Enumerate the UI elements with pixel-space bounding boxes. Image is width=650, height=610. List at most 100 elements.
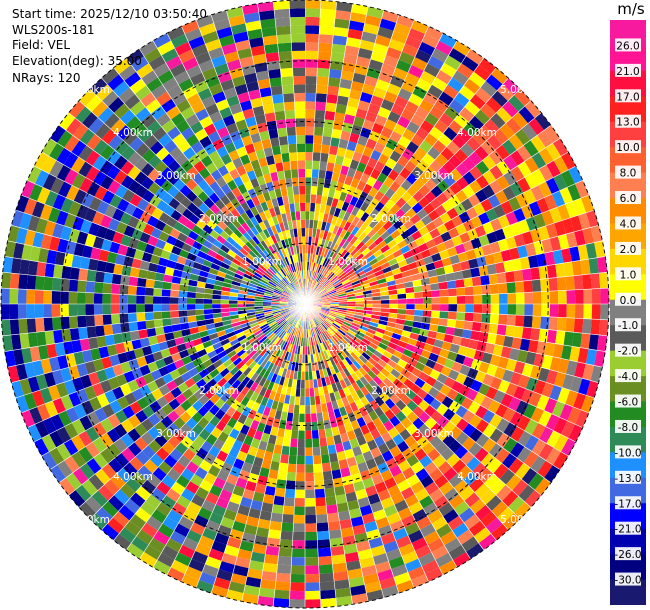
velocity-gate: [58, 181, 72, 198]
velocity-gate: [161, 98, 177, 113]
velocity-gate: [533, 240, 545, 255]
velocity-gate: [166, 339, 177, 349]
velocity-gate: [141, 148, 156, 163]
velocity-gate: [312, 281, 318, 290]
velocity-gate: [319, 394, 327, 405]
velocity-gate: [141, 445, 156, 460]
velocity-gate: [355, 108, 368, 120]
velocity-gate: [376, 371, 387, 382]
velocity-gate: [252, 53, 267, 65]
velocity-gate: [305, 75, 317, 85]
velocity-gate: [186, 297, 196, 304]
velocity-gate: [317, 274, 324, 283]
velocity-gate: [229, 67, 244, 80]
velocity-gate: [147, 235, 159, 247]
velocity-gate: [190, 474, 204, 487]
velocity-gate: [473, 349, 485, 362]
velocity-gate: [305, 422, 312, 431]
velocity-gate: [502, 407, 516, 423]
velocity-gate: [276, 564, 292, 574]
velocity-gate: [61, 265, 72, 280]
ray-separator: [195, 20, 306, 305]
velocity-gate: [275, 572, 291, 583]
ray-separator: [304, 10, 384, 305]
velocity-gate: [397, 135, 411, 149]
velocity-gate: [314, 327, 319, 336]
velocity-gate: [388, 312, 398, 319]
velocity-gate: [154, 376, 167, 389]
velocity-gate: [262, 191, 272, 202]
velocity-gate: [333, 570, 349, 582]
velocity-gate: [290, 387, 297, 397]
velocity-gate: [227, 350, 237, 359]
velocity-gate: [240, 211, 250, 222]
velocity-gate: [221, 553, 238, 565]
velocity-gate: [119, 383, 132, 396]
velocity-gate: [162, 516, 179, 531]
velocity-gate: [241, 259, 251, 268]
velocity-gate: [286, 255, 292, 265]
velocity-gate: [309, 320, 313, 329]
velocity-gate: [368, 258, 379, 266]
velocity-gate: [246, 81, 260, 92]
velocity-gate: [335, 595, 353, 607]
velocity-gate: [523, 451, 539, 468]
velocity-gate: [220, 413, 232, 425]
velocity-gate: [154, 326, 165, 336]
velocity-gate: [187, 315, 197, 323]
velocity-gate: [279, 340, 286, 350]
velocity-gate: [318, 34, 334, 44]
velocity-gate: [378, 183, 390, 195]
velocity-gate: [580, 333, 591, 349]
velocity-gate: [407, 240, 418, 251]
velocity-gate: [200, 383, 211, 395]
velocity-gate: [323, 331, 330, 340]
velocity-gate: [216, 126, 230, 139]
velocity-gate: [108, 495, 125, 512]
ray-separator: [101, 303, 306, 531]
velocity-gate: [334, 485, 346, 496]
velocity-gate: [257, 283, 267, 289]
velocity-gate: [490, 304, 500, 315]
velocity-gate: [243, 162, 254, 173]
velocity-gate: [354, 64, 369, 76]
colorbar-tick-label: 17.0: [616, 91, 639, 103]
velocity-gate: [497, 214, 510, 229]
velocity-gate: [97, 484, 114, 501]
velocity-gate: [301, 371, 305, 381]
velocity-gate: [120, 322, 130, 334]
velocity-gate: [432, 454, 447, 469]
velocity-gate: [215, 209, 226, 221]
velocity-gate: [422, 310, 432, 318]
velocity-gate: [298, 270, 301, 280]
velocity-gate: [179, 316, 189, 324]
velocity-gate: [338, 299, 348, 303]
velocity-gate: [245, 253, 255, 262]
velocity-gate: [218, 561, 236, 574]
velocity-gate: [155, 358, 167, 370]
velocity-gate: [323, 178, 332, 189]
velocity-gate: [204, 313, 214, 320]
velocity-gate: [374, 561, 392, 574]
velocity-gate: [124, 520, 142, 537]
velocity-gate: [354, 532, 369, 544]
velocity-gate: [275, 285, 284, 292]
velocity-gate: [366, 254, 376, 263]
velocity-gate: [305, 396, 311, 406]
velocity-gate: [295, 126, 305, 136]
velocity-gate: [305, 59, 318, 68]
ray-separator: [78, 303, 306, 508]
velocity-gate: [315, 228, 321, 238]
velocity-gate: [407, 373, 419, 384]
velocity-gate: [414, 291, 424, 299]
velocity-gate: [574, 361, 586, 379]
velocity-gate: [596, 256, 608, 274]
velocity-gate: [507, 293, 517, 304]
velocity-gate: [220, 244, 230, 254]
velocity-gate: [305, 160, 313, 170]
velocity-gate: [533, 379, 546, 395]
velocity-gate: [456, 304, 466, 313]
velocity-gate: [289, 352, 295, 362]
velocity-gate: [414, 488, 430, 502]
velocity-gate: [327, 444, 337, 455]
